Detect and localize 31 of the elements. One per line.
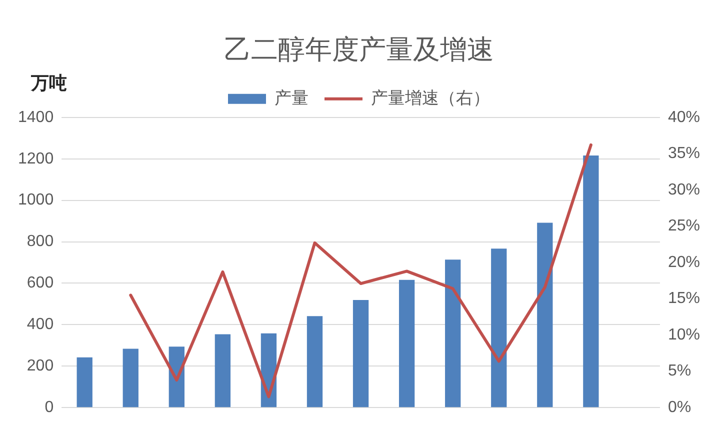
y2-tick-label: 25% [668,218,700,235]
y-tick-label: 0 [44,399,54,416]
bar [76,357,92,408]
y2-tick-label: 0% [668,399,692,416]
y2-tick-label: 30% [668,181,700,198]
y-tick-label: 800 [26,233,54,250]
legend-label: 产量增速（右） [371,88,490,108]
y2-tick-label: 35% [668,145,700,162]
y2-tick-label: 15% [668,290,700,308]
bar [445,260,461,408]
y-tick-label: 600 [26,274,54,292]
y-tick-label: 1400 [18,108,54,126]
y-tick-label: 400 [26,316,54,334]
bar [491,248,507,408]
bar [306,316,323,408]
y2-tick-label: 5% [668,362,692,380]
bar [583,156,599,408]
bar [398,280,415,408]
y2-tick-label: 40% [668,108,700,126]
bar [122,348,138,408]
y-tick-label: 1200 [18,150,54,168]
y2-tick-label: 10% [668,326,700,344]
y-tick-label: 200 [26,358,54,375]
y-axis-title: 万吨 [30,72,67,93]
chart-title: 乙二醇年度产量及增速 [224,34,494,65]
bar [214,334,231,408]
bar [352,300,369,408]
bar [537,222,553,408]
y-tick-label: 1000 [18,192,54,209]
y2-tick-label: 20% [668,254,700,271]
legend-label: 产量 [274,88,308,108]
